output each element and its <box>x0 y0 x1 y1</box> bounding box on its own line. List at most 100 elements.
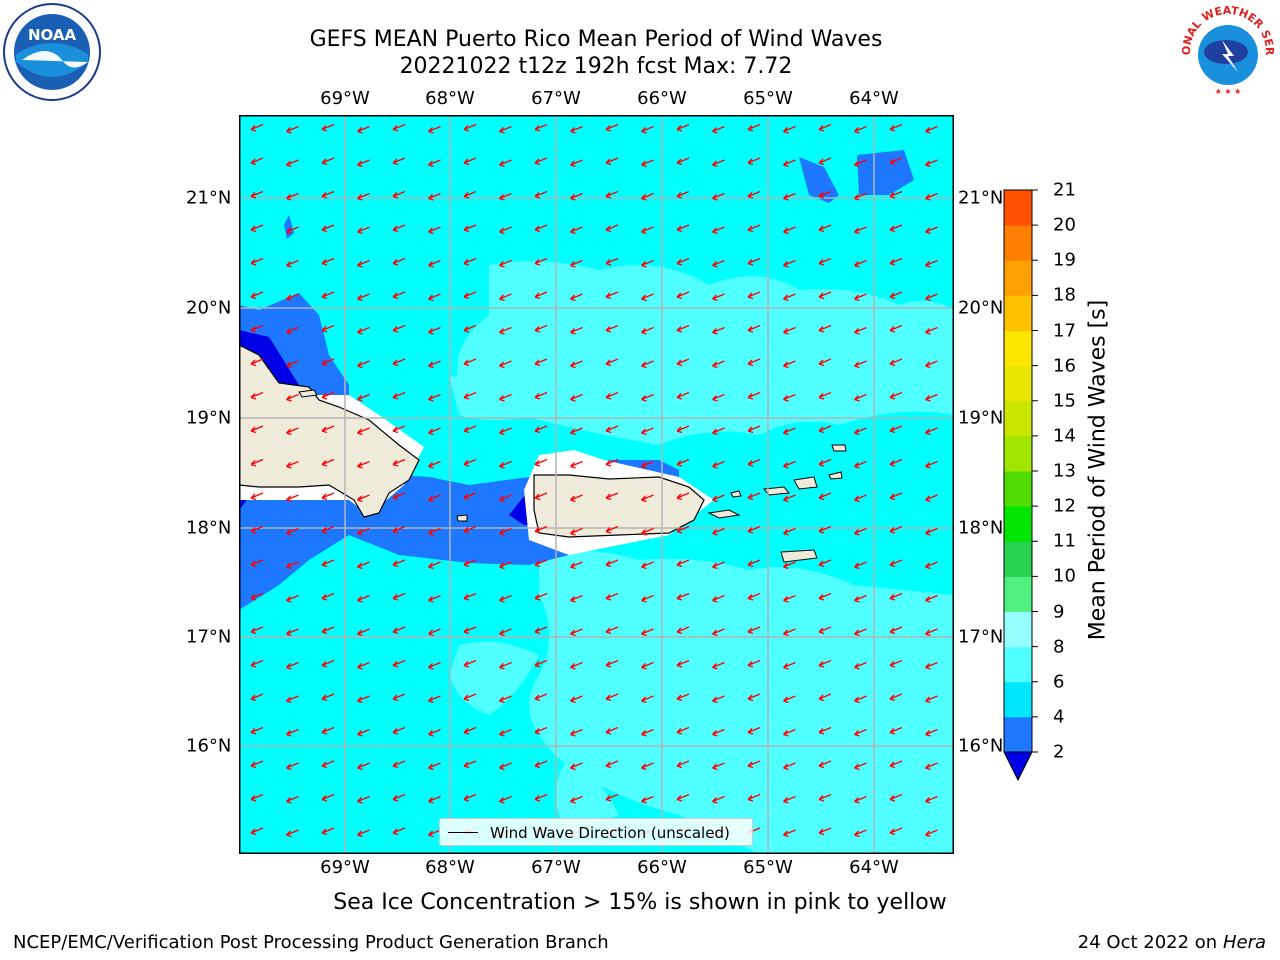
wind-wave-arrow <box>570 125 583 134</box>
wind-wave-arrow <box>428 293 441 302</box>
wind-wave-arrow <box>925 695 938 704</box>
wind-wave-arrow <box>783 661 796 670</box>
wind-wave-arrow <box>783 460 796 469</box>
wind-wave-arrow <box>392 190 406 199</box>
wind-wave-arrow <box>570 661 583 670</box>
wind-wave-arrow <box>605 793 619 802</box>
wind-wave-arrow <box>605 659 619 668</box>
wind-wave-arrow <box>463 324 477 333</box>
wind-wave-arrow <box>783 427 796 436</box>
wind-wave-arrow <box>889 659 903 668</box>
map-border <box>239 115 954 854</box>
wind-wave-arrow <box>925 594 938 603</box>
wind-wave-arrow <box>357 125 370 134</box>
wind-wave-arrow <box>534 458 548 467</box>
wind-wave-arrow <box>357 527 370 536</box>
wind-wave-arrow <box>818 425 832 434</box>
wind-wave-arrow <box>641 594 654 603</box>
wind-wave-arrow <box>428 460 441 469</box>
wind-wave-arrow <box>818 190 832 199</box>
wind-wave-arrow <box>747 324 761 333</box>
wind-wave-arrow <box>463 760 477 769</box>
wind-wave-arrow <box>889 391 903 400</box>
wind-wave-arrow <box>286 259 299 268</box>
wind-wave-arrow <box>286 762 299 771</box>
wind-wave-arrow <box>463 425 477 434</box>
wind-wave-arrow <box>499 393 512 402</box>
wind-wave-arrow <box>747 358 761 367</box>
wind-wave-arrow <box>641 427 654 436</box>
wind-wave-arrow <box>747 525 761 534</box>
lat-label-left: 20°N <box>186 297 232 319</box>
wind-wave-arrow <box>747 190 761 199</box>
wind-wave-arrow <box>854 360 867 369</box>
legend-label: Wind Wave Direction (unscaled) <box>490 824 730 842</box>
wind-wave-arrow <box>605 592 619 601</box>
wind-wave-arrow <box>357 695 370 704</box>
wind-wave-arrow <box>783 393 796 402</box>
wind-wave-arrow <box>250 291 264 300</box>
wind-wave-arrow <box>321 559 335 568</box>
wind-wave-arrow <box>854 326 867 335</box>
wind-wave-arrow <box>783 829 796 838</box>
wind-wave-arrow <box>641 192 654 201</box>
colorbar-tick-label: 8 <box>1053 636 1065 658</box>
colorbar-tick-label: 21 <box>1053 179 1076 201</box>
wind-wave-arrow <box>783 192 796 201</box>
wind-wave-arrow <box>712 460 725 469</box>
wind-wave-arrow <box>321 626 335 635</box>
wind-wave-arrow <box>570 527 583 536</box>
lat-label-right: 17°N <box>958 626 1004 648</box>
wind-wave-arrow <box>783 795 796 804</box>
wind-wave-arrow <box>499 226 512 235</box>
wind-wave-arrow <box>534 123 548 132</box>
wind-wave-arrow <box>357 393 370 402</box>
wind-wave-arrow <box>250 693 264 702</box>
wind-wave-arrow <box>889 190 903 199</box>
wind-wave-arrow <box>889 693 903 702</box>
period-6-8-regions <box>449 261 954 854</box>
wind-wave-arrow <box>783 159 796 168</box>
wind-wave-arrow <box>250 726 264 735</box>
wind-wave-arrow <box>818 358 832 367</box>
wind-wave-arrow <box>534 291 548 300</box>
wind-wave-arrow <box>321 659 335 668</box>
wind-wave-arrow <box>321 458 335 467</box>
wind-wave-arrow <box>499 628 512 637</box>
wind-wave-arrow <box>854 125 867 134</box>
wind-wave-arrow <box>357 594 370 603</box>
wind-wave-arrow <box>570 695 583 704</box>
wind-wave-arrow <box>250 760 264 769</box>
wind-wave-arrow <box>250 224 264 233</box>
lon-label-bottom: 64°W <box>849 857 899 878</box>
wind-wave-arrow <box>428 360 441 369</box>
wind-wave-arrow <box>818 793 832 802</box>
svg-text:★ ★ ★: ★ ★ ★ <box>1215 87 1242 96</box>
wind-wave-arrow <box>641 795 654 804</box>
wind-wave-arrow <box>499 795 512 804</box>
colorbar-band <box>1004 225 1032 261</box>
wind-wave-arrow <box>357 728 370 737</box>
wind-wave-arrow <box>818 693 832 702</box>
wind-wave-arrow <box>534 693 548 702</box>
wind-wave-arrow <box>570 159 583 168</box>
wind-wave-arrow <box>854 762 867 771</box>
wind-wave-arrow <box>428 762 441 771</box>
wind-wave-arrow <box>925 829 938 838</box>
wind-wave-arrow <box>286 695 299 704</box>
noaa-logo-text: NOAA <box>28 26 77 44</box>
wind-wave-arrow <box>570 192 583 201</box>
wind-wave-arrow <box>925 460 938 469</box>
wind-wave-arrow <box>321 793 335 802</box>
wind-wave-arrow <box>889 559 903 568</box>
lon-label-bottom: 68°W <box>425 857 475 878</box>
wind-wave-arrow <box>463 458 477 467</box>
wind-wave-arrow <box>534 257 548 266</box>
wind-wave-arrow <box>818 458 832 467</box>
wind-wave-arrow <box>676 425 690 434</box>
wind-wave-arrow <box>854 427 867 436</box>
wind-wave-arrow <box>747 659 761 668</box>
wind-wave-arrow <box>925 125 938 134</box>
colorbar-tick-label: 14 <box>1053 425 1076 447</box>
wind-wave-arrow <box>321 224 335 233</box>
